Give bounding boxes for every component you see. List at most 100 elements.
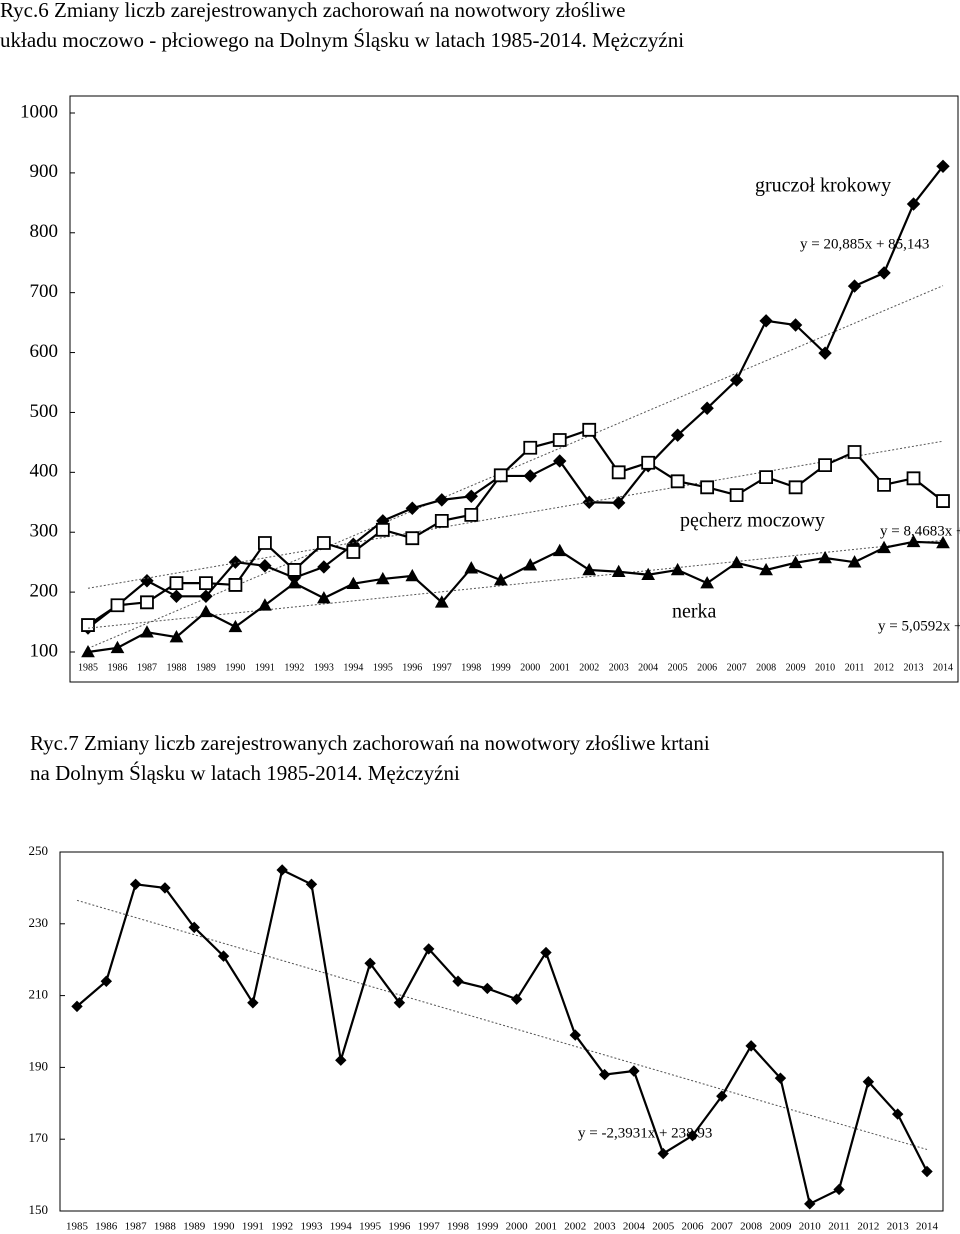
data-point <box>247 997 259 1009</box>
x-tick-label: 2006 <box>697 662 717 673</box>
y-tick-label: 500 <box>30 401 59 422</box>
trendline <box>87 440 944 589</box>
x-tick-label: 1995 <box>373 662 393 673</box>
x-tick-label: 1986 <box>95 1221 118 1233</box>
x-tick-label: 1992 <box>284 662 304 673</box>
data-point <box>375 522 390 537</box>
data-point <box>552 543 567 557</box>
data-point <box>818 458 832 473</box>
data-point <box>159 882 171 894</box>
data-point <box>877 540 891 554</box>
data-point <box>405 531 420 546</box>
y-tick-label: 190 <box>29 1058 49 1073</box>
data-point <box>228 555 243 569</box>
y-tick-label: 1000 <box>20 101 58 122</box>
data-point <box>936 159 950 174</box>
data-point <box>375 571 390 585</box>
x-tick-label: 2004 <box>638 662 658 673</box>
x-tick-label: 1985 <box>78 662 98 673</box>
data-point <box>670 474 685 489</box>
x-tick-label: 1994 <box>330 1221 353 1233</box>
data-point <box>140 595 154 610</box>
data-point <box>759 470 774 485</box>
x-tick-label: 1988 <box>154 1221 177 1233</box>
chart-title: Ryc.7 Zmiany liczb zarejestrowanych zach… <box>30 731 710 755</box>
series-label: pęcherz moczowy <box>680 510 825 532</box>
x-tick-label: 1989 <box>196 662 216 673</box>
data-point <box>700 480 715 495</box>
data-point <box>276 864 288 876</box>
data-point <box>523 469 537 483</box>
x-tick-label: 1990 <box>213 1221 236 1233</box>
data-point <box>553 454 567 468</box>
data-point <box>169 576 184 591</box>
data-point <box>493 573 508 586</box>
x-tick-label: 2007 <box>711 1221 734 1233</box>
chart-title: Ryc.6 Zmiany liczb zarejestrowanych zach… <box>0 0 625 22</box>
data-point <box>405 568 420 582</box>
data-point <box>346 576 361 590</box>
data-point <box>434 513 449 528</box>
data-point <box>877 266 891 280</box>
data-point <box>921 1165 933 1178</box>
plot-frame <box>59 851 944 1212</box>
x-tick-label: 1996 <box>402 662 422 673</box>
data-point <box>464 561 479 574</box>
data-point <box>257 536 272 550</box>
series-line <box>87 165 944 629</box>
x-tick-label: 2000 <box>520 662 540 673</box>
data-point <box>305 878 318 891</box>
y-tick-label: 800 <box>30 221 59 242</box>
x-tick-label: 2009 <box>786 662 806 673</box>
x-tick-label: 2003 <box>609 662 629 673</box>
x-tick-label: 2010 <box>799 1221 822 1233</box>
data-point <box>745 1040 757 1052</box>
data-point <box>110 598 125 613</box>
x-tick-label: 1996 <box>388 1221 411 1233</box>
x-tick-label: 2005 <box>652 1221 675 1233</box>
chart-title: układu moczowo - płciowego na Dolnym Ślą… <box>0 28 684 52</box>
data-point <box>199 589 213 604</box>
trendline-equation: y = 20,885x + 85,143 <box>800 236 929 252</box>
data-point <box>641 455 656 470</box>
x-tick-label: 2011 <box>828 1221 850 1233</box>
data-point <box>481 982 494 995</box>
x-tick-label: 2011 <box>845 662 865 673</box>
y-tick-label: 400 <box>30 461 59 482</box>
data-point <box>611 564 626 578</box>
x-tick-label: 2002 <box>579 662 599 673</box>
data-point <box>670 428 685 442</box>
data-point <box>611 496 626 510</box>
x-tick-label: 2001 <box>550 662 570 673</box>
series-label: nerka <box>672 601 717 623</box>
data-point <box>628 1065 640 1077</box>
trendline <box>87 285 944 649</box>
data-point <box>434 595 449 608</box>
data-point <box>759 314 773 328</box>
data-point <box>611 465 626 480</box>
x-tick-label: 1989 <box>183 1221 206 1233</box>
x-tick-label: 1991 <box>255 662 275 673</box>
data-point <box>317 591 331 604</box>
data-point <box>788 480 803 495</box>
data-point <box>523 440 538 455</box>
data-point <box>847 445 862 459</box>
trendline-equation: y = 8,4683x + 197,91 <box>880 523 960 539</box>
data-point <box>316 536 331 550</box>
data-point <box>670 562 685 576</box>
trendline <box>87 539 944 629</box>
x-tick-label: 1998 <box>461 662 481 673</box>
data-point <box>716 1090 728 1102</box>
data-point <box>582 422 597 437</box>
data-point <box>729 488 744 502</box>
x-tick-label: 2003 <box>594 1221 617 1233</box>
data-point <box>891 1108 904 1120</box>
y-tick-label: 250 <box>29 843 49 858</box>
y-tick-label: 300 <box>30 521 59 542</box>
y-tick-label: 600 <box>30 341 59 362</box>
x-tick-label: 1997 <box>418 1221 441 1233</box>
x-tick-label: 2013 <box>887 1221 910 1233</box>
x-tick-label: 2005 <box>668 662 688 673</box>
x-tick-label: 1987 <box>137 662 157 673</box>
